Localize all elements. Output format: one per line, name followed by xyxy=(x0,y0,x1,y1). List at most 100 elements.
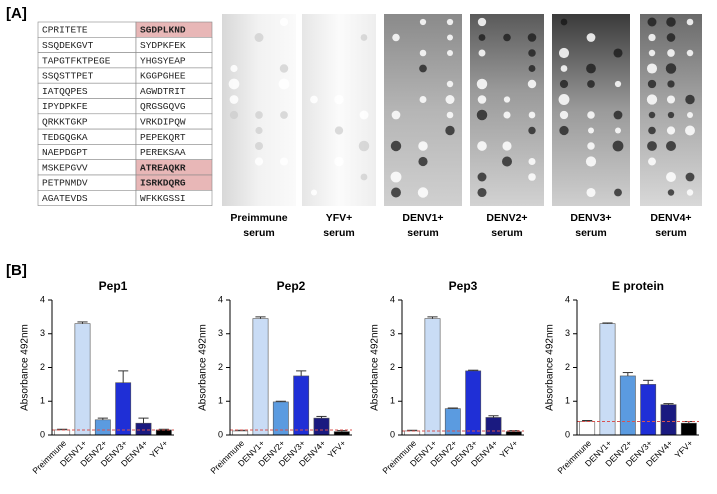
blot-spot xyxy=(417,187,429,198)
blot-label: DENV4+ xyxy=(650,212,691,224)
chart-title: E protein xyxy=(612,279,664,293)
cell-text: PETPNMDV xyxy=(42,178,88,189)
blot-spot xyxy=(419,96,427,103)
bar xyxy=(465,370,482,436)
y-tick-label: 3 xyxy=(390,328,395,338)
chart-title: Pep3 xyxy=(449,279,478,293)
blot-spot xyxy=(358,140,370,152)
blot-spot xyxy=(528,173,536,181)
table-cell xyxy=(135,190,213,206)
blot-spot xyxy=(612,140,624,152)
blot-spot xyxy=(254,157,264,166)
chart-title: Pep2 xyxy=(277,279,306,293)
blot-spot xyxy=(559,79,569,89)
blot-spot xyxy=(477,141,487,151)
blot-label: DENV3+ xyxy=(570,212,611,224)
y-tick-label: 0 xyxy=(218,429,223,439)
bar xyxy=(115,382,132,436)
blot-spot xyxy=(478,34,486,41)
cell-text: PEREKSAA xyxy=(140,147,186,158)
blot-spot xyxy=(359,110,369,120)
cell-text: KGGPGHEE xyxy=(140,71,186,82)
bar xyxy=(252,318,269,436)
cell-text: TAPGTFKTPEGE xyxy=(42,55,111,66)
bar xyxy=(293,375,310,436)
blot-spot xyxy=(587,142,595,150)
blot-label: serum xyxy=(491,227,523,239)
cell-text: YHGSYEAP xyxy=(140,55,186,66)
blot-spot xyxy=(229,95,239,104)
y-tick-label: 2 xyxy=(565,362,570,372)
bar xyxy=(579,421,596,436)
blot-spot xyxy=(528,111,536,119)
blot-label: serum xyxy=(655,227,687,239)
blot-spot xyxy=(585,156,597,167)
blot-spot xyxy=(391,187,401,198)
bar xyxy=(404,430,421,436)
blot-spot xyxy=(666,33,676,42)
blot-spot xyxy=(502,141,512,151)
blot-spot xyxy=(279,157,289,166)
y-axis-label: Absorbance 492nm xyxy=(370,324,381,411)
y-tick-label: 1 xyxy=(40,396,45,406)
blot-spot xyxy=(559,125,569,136)
blot-spot xyxy=(648,126,656,135)
y-tick-label: 3 xyxy=(565,328,570,338)
blot-spot xyxy=(558,47,570,59)
blot-spot xyxy=(527,33,537,42)
blot-spot xyxy=(559,110,569,120)
blot-spot xyxy=(686,49,694,57)
blot-spot xyxy=(528,49,536,57)
y-tick-label: 3 xyxy=(218,328,223,338)
blot-spot xyxy=(685,94,695,105)
bar xyxy=(619,375,636,436)
blot-spot xyxy=(614,188,622,197)
cell-text: SYDPKFEK xyxy=(140,40,186,51)
blot-spot xyxy=(686,111,694,119)
blot-spot xyxy=(418,141,428,151)
blot-spot xyxy=(646,63,658,74)
y-tick-label: 0 xyxy=(40,429,45,439)
y-tick-label: 1 xyxy=(565,396,570,406)
y-axis-label: Absorbance 492nm xyxy=(545,324,556,411)
cell-text: NAEPDGPT xyxy=(42,147,88,158)
x-tick-label: YFV+ xyxy=(498,438,520,460)
blot-spot xyxy=(255,111,263,119)
blot-label: YFV+ xyxy=(326,212,353,224)
cell-text: SSQSTTPET xyxy=(42,71,94,82)
y-axis-label: Absorbance 492nm xyxy=(20,324,31,411)
blot-spot xyxy=(646,94,658,105)
y-tick-label: 4 xyxy=(40,294,45,304)
bar xyxy=(74,323,91,436)
cell-text: MSKEPGVV xyxy=(42,162,88,173)
cell-text: ATREAQKR xyxy=(140,162,186,173)
blot-spot xyxy=(667,49,675,57)
blot-spot xyxy=(614,127,622,134)
panel-label: [A] xyxy=(6,5,27,22)
y-tick-label: 2 xyxy=(40,362,45,372)
blot-spot xyxy=(446,34,454,41)
blot-spot xyxy=(648,157,656,166)
blot-spot xyxy=(418,156,428,167)
blot-spot xyxy=(391,110,401,120)
blot-spot xyxy=(360,34,368,41)
blot-spot xyxy=(685,125,695,136)
blot-spot xyxy=(528,157,536,166)
blot-spot xyxy=(560,65,568,72)
bar xyxy=(155,429,172,436)
blot-spot xyxy=(587,80,595,88)
blot-spot xyxy=(310,95,318,104)
bar xyxy=(640,384,657,436)
bar xyxy=(313,417,330,436)
blot-spot xyxy=(647,79,657,89)
blot-spot xyxy=(360,173,368,181)
blot-spot xyxy=(280,111,288,119)
blot-spot xyxy=(419,64,427,73)
blot-label: serum xyxy=(323,227,355,239)
blot-spot xyxy=(558,94,570,105)
y-tick-label: 0 xyxy=(390,429,395,439)
blot-spot xyxy=(278,78,290,90)
y-tick-label: 0 xyxy=(565,429,570,439)
blot-spot xyxy=(255,126,263,135)
blot-spot xyxy=(527,79,537,89)
